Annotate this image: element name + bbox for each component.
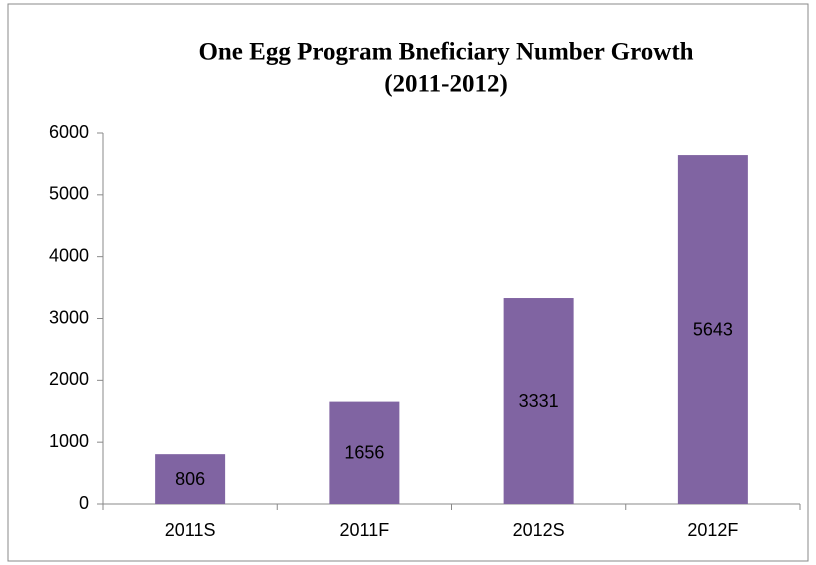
bar <box>503 298 574 504</box>
y-tick-label: 2000 <box>49 369 89 389</box>
data-label: 3331 <box>519 391 559 411</box>
bar <box>329 401 400 504</box>
y-tick-label: 5000 <box>49 184 89 204</box>
y-tick-label: 0 <box>79 493 89 513</box>
bar <box>155 454 226 504</box>
y-tick-label: 4000 <box>49 245 89 265</box>
data-label: 5643 <box>693 319 733 339</box>
y-tick-label: 1000 <box>49 431 89 451</box>
chart-frame <box>7 3 809 562</box>
data-label: 1656 <box>344 443 384 463</box>
chart-title: (2011-2012) <box>384 71 508 98</box>
x-tick-label: 2012S <box>513 520 565 540</box>
bar <box>677 155 748 504</box>
y-tick-label: 3000 <box>49 307 89 327</box>
y-tick-label: 6000 <box>49 122 89 142</box>
chart-title: One Egg Program Bneficiary Number Growth <box>198 39 693 66</box>
x-tick-label: 2011S <box>165 520 216 540</box>
x-tick-label: 2012F <box>687 520 738 540</box>
x-tick-label: 2011F <box>340 520 390 540</box>
data-label: 806 <box>175 469 205 489</box>
